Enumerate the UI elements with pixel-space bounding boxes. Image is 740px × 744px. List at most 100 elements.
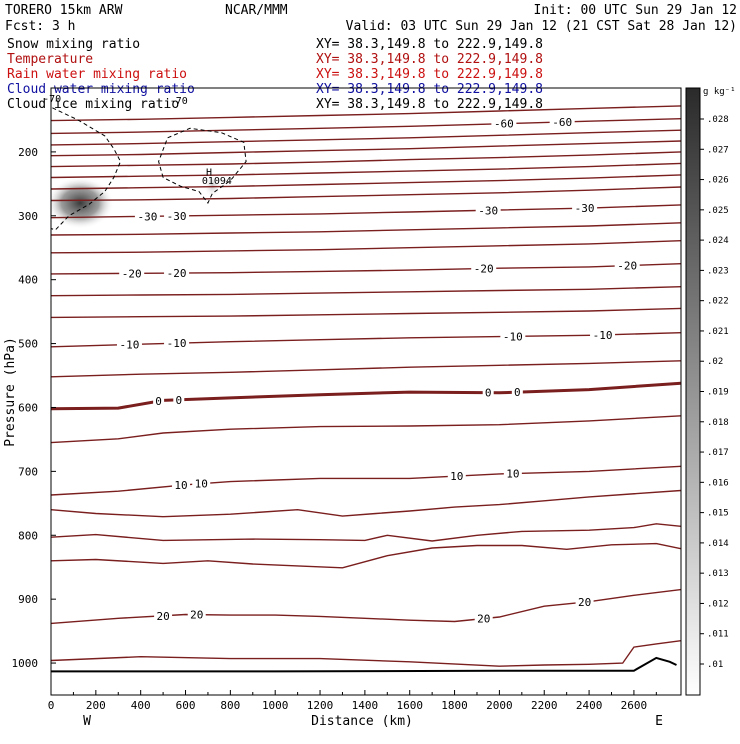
y-tick-label: 400 xyxy=(18,274,38,287)
colorbar-label: .026 xyxy=(707,176,729,186)
shaded-snow-0 xyxy=(51,177,115,230)
colorbar-label: .019 xyxy=(707,388,729,398)
isotherm-21 xyxy=(51,542,681,569)
field-name: Rain water mixing ratio xyxy=(7,67,187,82)
isotherm-9 xyxy=(51,222,681,236)
isotherm-label: 0 xyxy=(514,386,521,399)
isotherm-2 xyxy=(51,129,681,146)
isotherm-label: -30 xyxy=(478,204,498,217)
isotherm-11 xyxy=(51,263,681,275)
isotherm-label: 10 xyxy=(506,468,519,481)
colorbar-label: .02 xyxy=(707,357,723,367)
isotherm-label-bg xyxy=(491,117,517,130)
field-name: Snow mixing ratio xyxy=(7,37,140,52)
isotherm-15 xyxy=(51,360,681,378)
isotherm-label-bg xyxy=(482,386,494,399)
annotation-2: -70 xyxy=(43,94,61,105)
colorbar-label: .022 xyxy=(707,297,729,307)
isotherm-label-bg xyxy=(173,393,185,406)
isotherm-18 xyxy=(51,465,681,496)
shaded-snow-1 xyxy=(203,173,222,198)
init-time: Init: 00 UTC Sun 29 Jan 12 xyxy=(534,3,738,18)
isotherm-label: -10 xyxy=(593,329,613,342)
isotherm-13 xyxy=(51,307,681,319)
isotherm-label: 10 xyxy=(450,470,463,483)
y-tick-label: 500 xyxy=(18,338,38,351)
isotherm-label-bg xyxy=(116,338,142,351)
isotherm-6 xyxy=(51,174,681,190)
isotherm-14 xyxy=(51,332,681,348)
field-name: Temperature xyxy=(7,52,93,67)
y-tick-label: 900 xyxy=(18,593,38,606)
x-tick-label: 1200 xyxy=(307,699,334,712)
x-tick-label: 200 xyxy=(86,699,106,712)
isotherm-label: -20 xyxy=(167,267,187,280)
x-tick-label: 1000 xyxy=(262,699,289,712)
y-tick-label: 800 xyxy=(18,529,38,542)
annotation-3: -70 xyxy=(170,96,188,107)
y-tick-label: 600 xyxy=(18,401,38,414)
isotherm-label: 20 xyxy=(477,613,490,626)
colorbar-label: .011 xyxy=(707,630,729,640)
colorbar-label: .027 xyxy=(707,145,729,155)
isotherm-label: 10 xyxy=(174,479,187,492)
isotherm-label-bg xyxy=(134,210,160,223)
isotherm-label-bg xyxy=(164,267,190,280)
isotherm-0 xyxy=(51,105,681,122)
isotherm-10 xyxy=(51,240,681,254)
isotherm-label-bg xyxy=(503,467,522,480)
isotherm-label: -20 xyxy=(122,267,142,280)
isotherm-label-bg xyxy=(192,477,211,490)
isotherm-label-bg xyxy=(447,470,466,483)
isotherm-label: 20 xyxy=(156,610,169,623)
x-end-label-east: E xyxy=(655,714,663,729)
valid-time: Valid: 03 UTC Sun 29 Jan 12 (21 CST Sat … xyxy=(346,19,737,34)
colorbar-label: .023 xyxy=(707,266,729,276)
colorbar-label: .018 xyxy=(707,418,729,428)
isotherm-label: 0 xyxy=(175,394,182,407)
isotherm-19 xyxy=(51,489,681,518)
isotherm-label-bg xyxy=(154,609,173,622)
isotherm-7 xyxy=(51,186,681,202)
colorbar-label: .028 xyxy=(707,115,729,125)
annotation-1: 01094 xyxy=(202,176,232,187)
x-tick-label: 1800 xyxy=(441,699,468,712)
y-tick-label: 1000 xyxy=(12,657,39,670)
colorbar-label: .01 xyxy=(707,660,723,670)
colorbar-label: .013 xyxy=(707,569,729,579)
isotherm-20 xyxy=(51,523,681,542)
isotherm-label: -20 xyxy=(474,263,494,276)
colorbar-label: .025 xyxy=(707,206,729,216)
isotherm-4 xyxy=(51,151,681,168)
isotherm-label-bg xyxy=(614,259,640,272)
isotherm-label: -10 xyxy=(503,330,523,343)
field-legend: Snow mixing ratio XY= 38.3,149.8 to 222.… xyxy=(7,37,543,112)
colorbar-label: .012 xyxy=(707,599,729,609)
isotherm-label-bg xyxy=(575,596,594,609)
cloud-ice-contour-0 xyxy=(51,106,122,231)
isotherm-label: -10 xyxy=(167,337,187,350)
field-xy: XY= 38.3,149.8 to 222.9,149.8 xyxy=(316,37,543,52)
field-xy: XY= 38.3,149.8 to 222.9,149.8 xyxy=(316,67,543,82)
x-tick-label: 2200 xyxy=(531,699,558,712)
colorbar-label: .017 xyxy=(707,448,729,458)
y-tick-label: 200 xyxy=(18,146,38,159)
colorbar-label: .016 xyxy=(707,478,729,488)
center-title: NCAR/MMM xyxy=(225,3,288,18)
plot-frame xyxy=(50,87,682,696)
y-tick-label: 300 xyxy=(18,210,38,223)
x-tick-label: 2400 xyxy=(576,699,603,712)
forecast-hour: Fcst: 3 h xyxy=(5,19,75,34)
isotherm-label-bg xyxy=(572,202,598,215)
isotherm-5 xyxy=(51,162,681,179)
colorbar-label: .014 xyxy=(707,539,729,549)
isotherm-label: -30 xyxy=(137,210,157,223)
field-xy: XY= 38.3,149.8 to 222.9,149.8 xyxy=(316,97,543,112)
isotherm-label: 0 xyxy=(485,387,492,400)
isotherm-label-bg xyxy=(500,330,526,343)
x-tick-label: 2000 xyxy=(486,699,513,712)
x-tick-label: 1400 xyxy=(352,699,379,712)
model-title: TORERO 15km ARW xyxy=(5,3,123,18)
